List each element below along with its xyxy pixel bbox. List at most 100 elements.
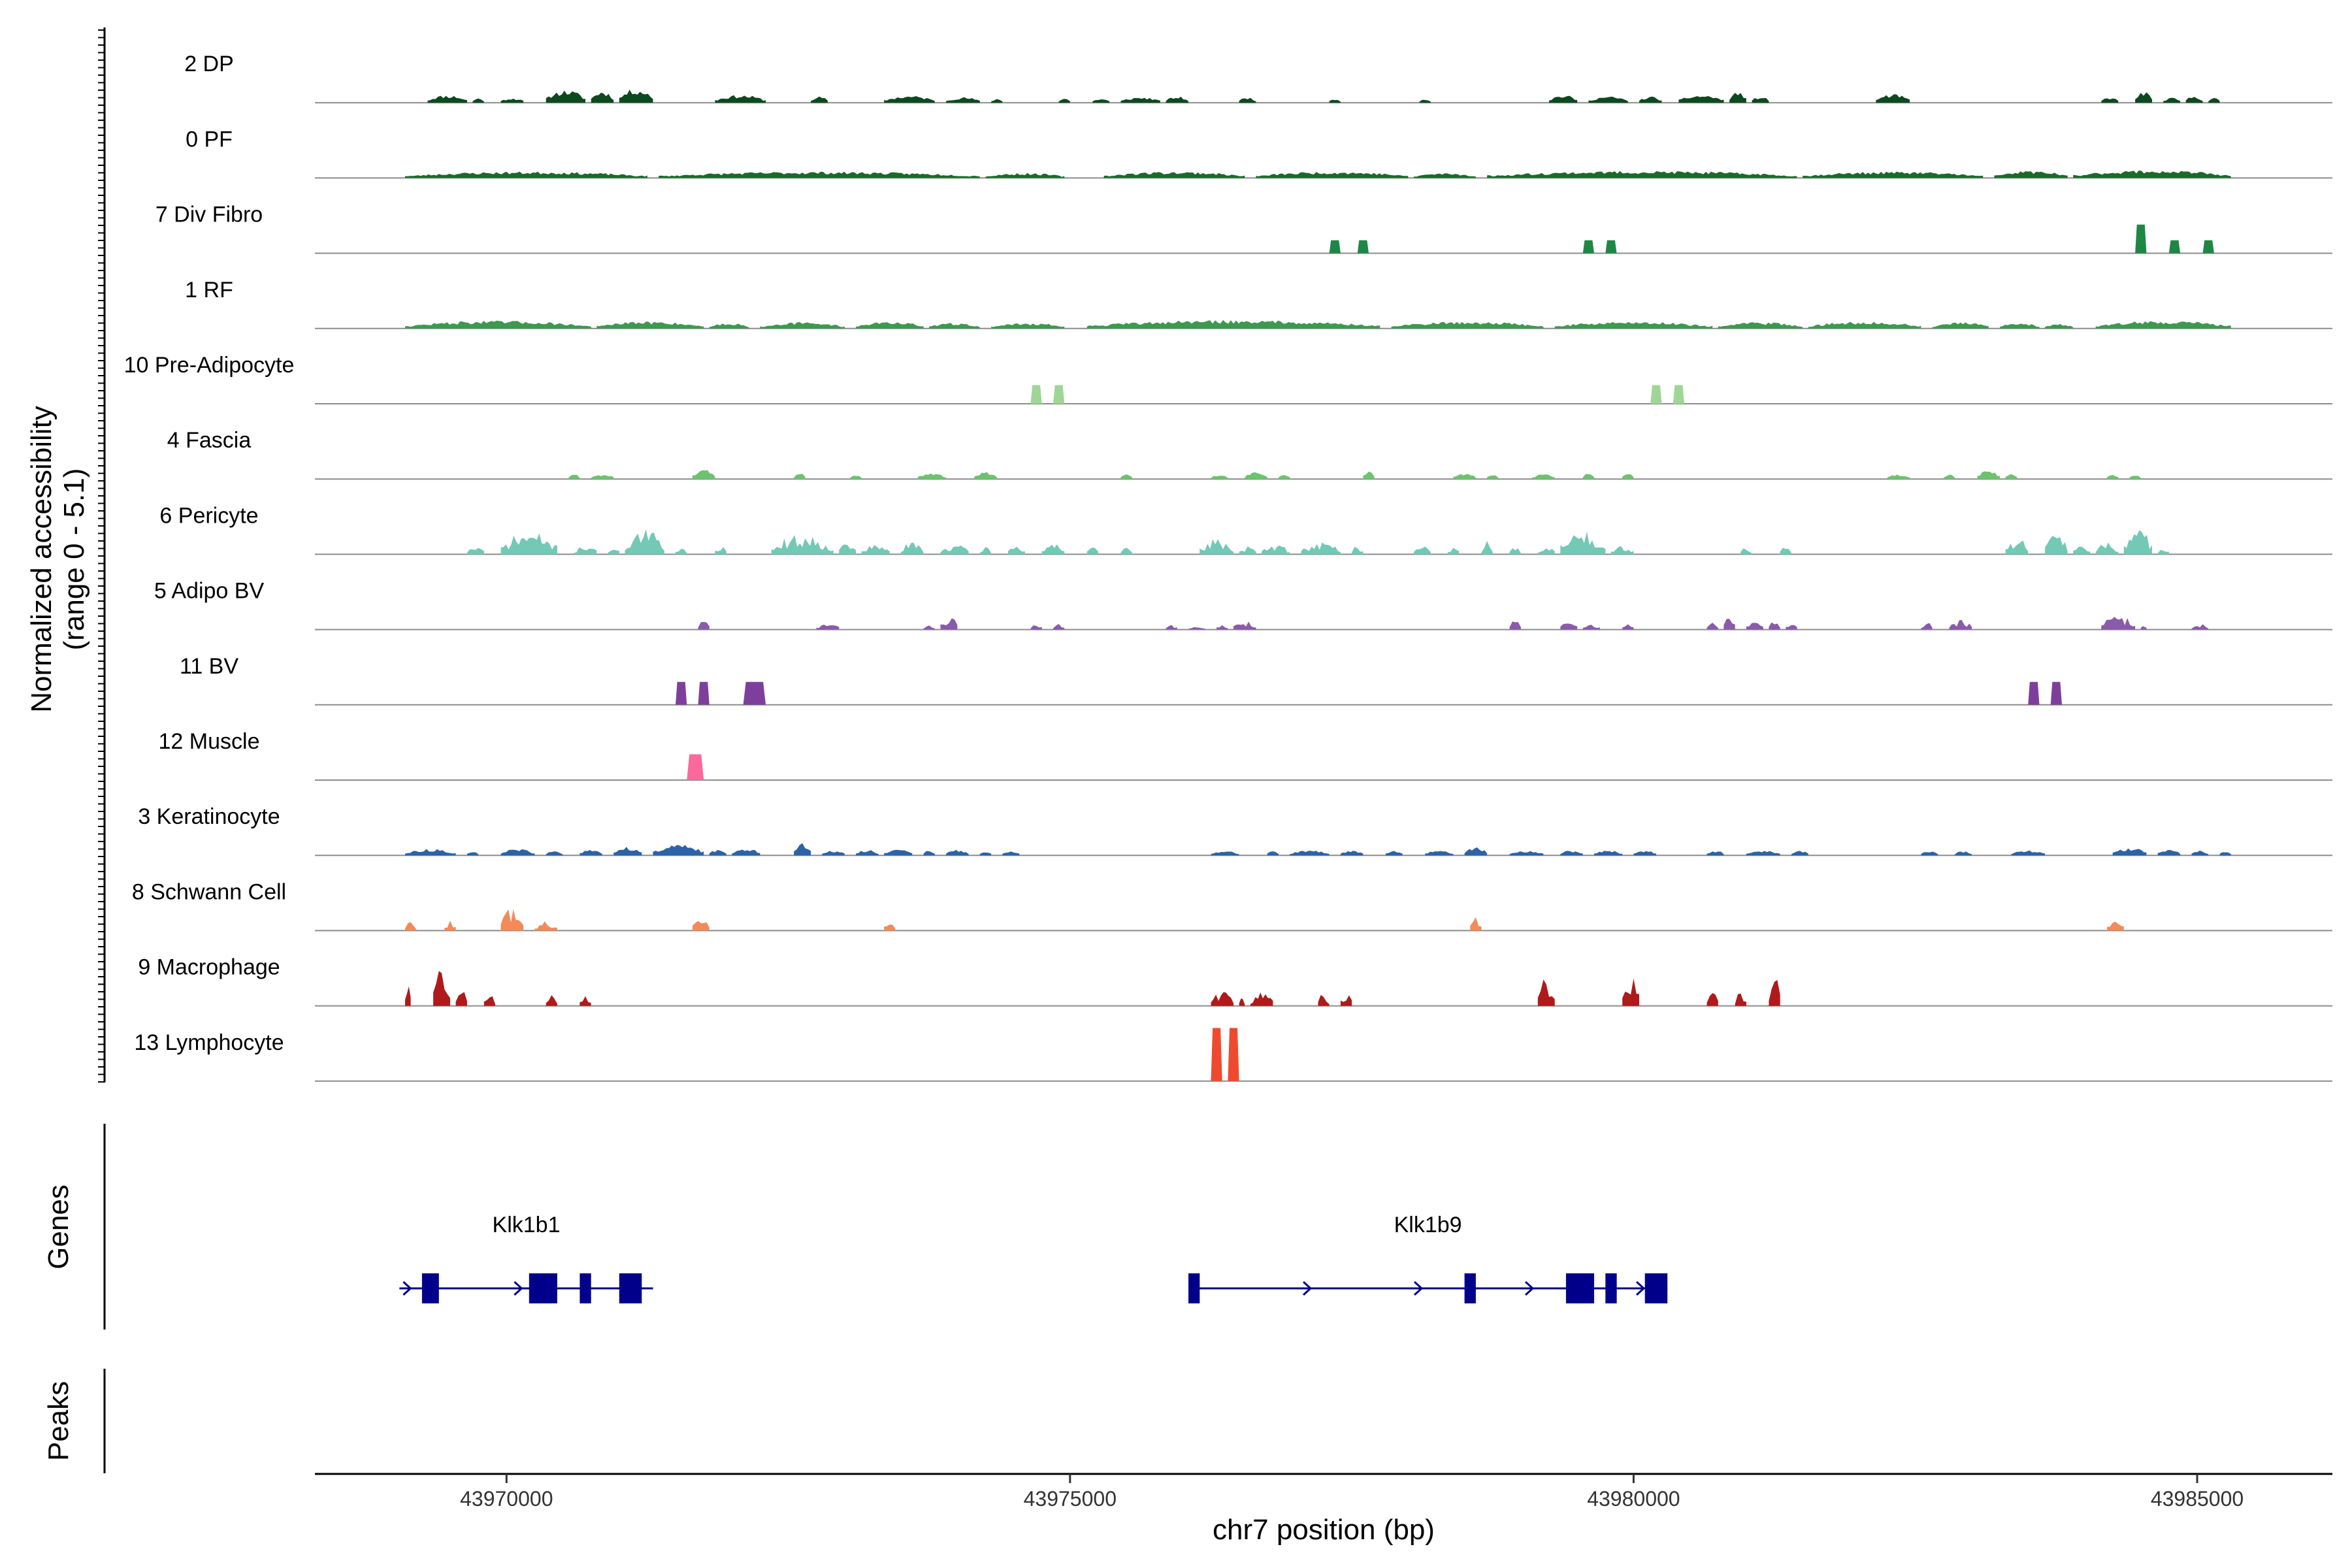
coverage-peak [2191, 850, 2209, 856]
coverage-peak [591, 92, 614, 103]
track-3: 7 Div Fibro [155, 203, 2332, 254]
coverage-peak [1678, 96, 1724, 103]
coverage-peak [1211, 992, 1233, 1006]
coverage-left-axis [98, 27, 106, 1083]
track-11: 3 Keratinocyte [138, 804, 2332, 857]
coverage-peak [1002, 851, 1020, 856]
coverage-peak [1245, 472, 1267, 480]
coverage-peak [2202, 240, 2214, 253]
coverage-peak [1769, 622, 1780, 630]
coverage-peak [698, 681, 710, 705]
peaks-panel: Peaks [42, 1369, 106, 1473]
coverage-peak [839, 544, 857, 555]
coverage-peak [500, 99, 524, 103]
coverage-peak [1363, 471, 1375, 480]
coverage-peak [1780, 547, 1791, 555]
coverage-peak [974, 472, 997, 480]
coverage-peak [692, 470, 715, 480]
gene-exon [1644, 1273, 1668, 1303]
coverage-peak [1582, 625, 1600, 630]
x-tick-label: 43970000 [460, 1487, 553, 1511]
coverage-peak [923, 851, 935, 856]
track-label: 6 Pericyte [159, 503, 258, 528]
coverage-peak [940, 546, 969, 555]
track-14: 13 Lymphocyte [134, 1028, 2332, 1082]
x-axis-title: chr7 position (bp) [1213, 1514, 1435, 1546]
track-label: 0 PF [186, 127, 233, 152]
track-6: 4 Fascia [167, 428, 2332, 480]
track-label: 8 Schwann Cell [132, 879, 286, 904]
coverage-peak [1329, 240, 1341, 253]
coverage-peak [2005, 540, 2029, 555]
coverage-peak [1120, 547, 1132, 555]
coverage-peak [1329, 99, 1341, 103]
coverage-peak [1340, 851, 1364, 856]
coverage-peak [1588, 96, 1628, 103]
coverage-peak [534, 921, 557, 931]
coverage-peak [1211, 476, 1228, 480]
strand-arrow [1413, 1281, 1424, 1296]
track-label: 9 Macrophage [138, 955, 280, 980]
coverage-peak [698, 622, 710, 630]
coverage-peak [596, 321, 704, 329]
coverage-peak [856, 322, 924, 329]
coverage-peak [568, 474, 580, 480]
coverage-peak [1622, 978, 1639, 1006]
coverage-peak [1211, 1028, 1222, 1081]
coverage-peak [580, 850, 602, 856]
coverage-peak [1487, 171, 1797, 178]
coverage-peak [2107, 475, 2119, 480]
coverage-peak [1053, 385, 1065, 404]
coverage-peak [979, 852, 992, 856]
coverage-peak [771, 535, 834, 555]
coverage-peak [1537, 548, 1555, 555]
coverage-peak [2101, 617, 2136, 630]
coverage-peak [1921, 623, 1933, 630]
track-10: 12 Muscle [159, 729, 2332, 781]
track-2: 0 PF [186, 127, 2332, 179]
coverage-peak [625, 529, 664, 555]
track-4: 1 RF [185, 278, 2332, 329]
coverage-peak [1092, 99, 1110, 103]
coverage-peak [1481, 541, 1493, 555]
coverage-peak [1086, 319, 1380, 329]
coverage-peak [500, 533, 557, 555]
coverage-peak [1200, 539, 1233, 555]
coverage-peak [2045, 324, 2074, 329]
track-8: 5 Adipo BV [154, 579, 2332, 630]
gene-exon [619, 1273, 642, 1303]
coverage-peak [1053, 624, 1065, 630]
coverage-peak [433, 971, 450, 1006]
coverage-peak [2123, 530, 2152, 555]
coverage-peak [2095, 321, 2231, 329]
coverage-peak [2135, 92, 2152, 103]
coverage-peak [979, 547, 992, 555]
gene-exon [580, 1273, 591, 1303]
coverage-peak [2095, 542, 2119, 555]
coverage-peak [1290, 851, 1330, 856]
track-5: 10 Pre-Adipocyte [124, 353, 2332, 404]
coverage-peak [1932, 322, 1989, 329]
coverage-peak [2208, 98, 2220, 103]
coverage-peak [816, 625, 840, 630]
coverage-peak [1086, 547, 1098, 555]
coverage-peak [1673, 385, 1684, 404]
coverage-peak [2028, 681, 2040, 705]
coverage-peak [1228, 1028, 1239, 1081]
x-axis: 43970000 43975000 43980000 43985000 [315, 1473, 2332, 1511]
genes-panel-title: Genes [42, 1184, 74, 1269]
coverage-peak [2112, 848, 2147, 856]
coverage-peak [659, 171, 980, 178]
coverage-peak [2005, 474, 2017, 480]
coverage-peak [1639, 96, 1662, 103]
peaks-panel-title: Peaks [42, 1381, 74, 1461]
track-1: 2 DP [184, 52, 2332, 104]
coverage-peak [2163, 97, 2181, 103]
coverage-peak [1735, 993, 1746, 1006]
gene-exon [1188, 1273, 1200, 1303]
coverage-peak [2157, 549, 2169, 555]
coverage-peak [1453, 474, 1476, 480]
x-tick-label: 43975000 [1024, 1487, 1117, 1511]
gene-klk1b9: Klk1b9 [1188, 1213, 1668, 1303]
